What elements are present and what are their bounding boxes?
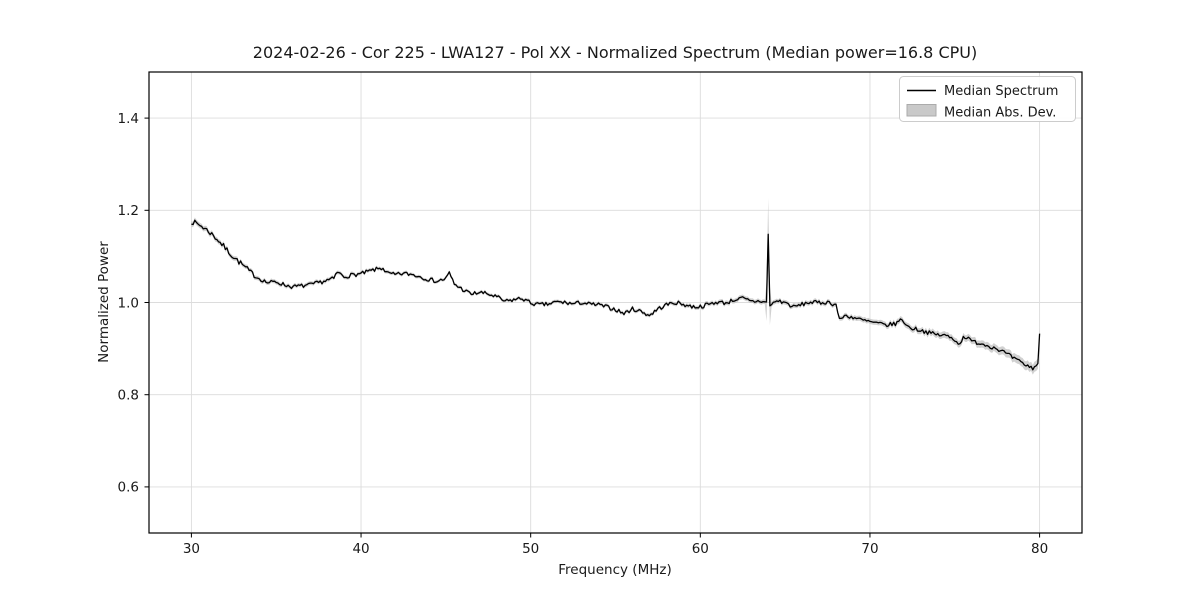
y-tick-label: 1.4 — [118, 111, 139, 127]
x-tick-label: 70 — [861, 541, 878, 557]
legend: Median Spectrum Median Abs. Dev. — [899, 76, 1076, 122]
axes-layer: 30 40 50 60 70 80 0.6 0.8 1.0 1.2 1.4 — [118, 71, 1083, 557]
x-axis-label: Frequency (MHz) — [558, 562, 671, 578]
y-tick-label: 0.6 — [118, 480, 139, 496]
y-tick-label: 0.8 — [118, 388, 139, 404]
x-tick-label: 50 — [522, 541, 539, 557]
legend-box — [899, 76, 1076, 122]
y-tick-label: 1.0 — [118, 295, 139, 311]
y-tick-label: 1.2 — [118, 203, 139, 219]
series-layer — [191, 198, 1041, 375]
chart-title: 2024-02-26 - Cor 225 - LWA127 - Pol XX -… — [253, 43, 977, 62]
legend-label-median-abs-dev: Median Abs. Dev. — [944, 106, 1056, 121]
legend-patch-swatch — [906, 104, 937, 117]
legend-label-median-spectrum: Median Spectrum — [944, 84, 1058, 99]
median-spectrum-line — [191, 219, 1041, 371]
x-tick-label: 80 — [1031, 541, 1048, 557]
mad-band — [191, 198, 1040, 375]
y-axis-label: Normalized Power — [96, 241, 112, 363]
x-tick-label: 30 — [183, 541, 200, 557]
grid — [149, 72, 1082, 533]
x-tick-label: 60 — [692, 541, 709, 557]
x-tick-label: 40 — [352, 541, 369, 557]
